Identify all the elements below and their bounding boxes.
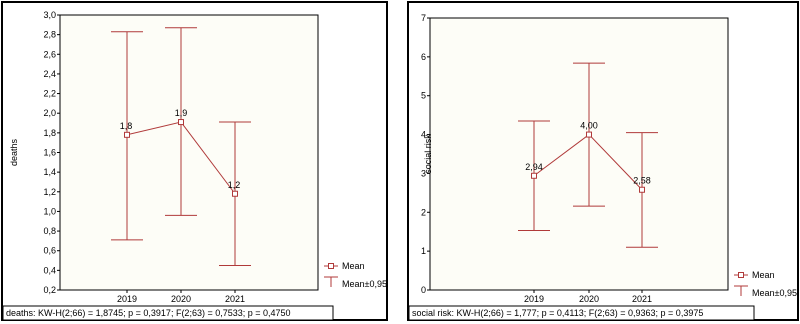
y-tick-label: 1,8 bbox=[43, 128, 56, 138]
chart-1: 0,2 0,4 0,6 0,8 1,0 1,2 1,4 1,6 1,8 2,0 2,2 2,4 2,6 2… bbox=[1, 1, 388, 321]
y-tick-label: 0,6 bbox=[43, 246, 56, 256]
stats-text: social risk: KW-H(2;66) = 1,777; p = 0,4… bbox=[412, 308, 703, 318]
legend-mean-marker bbox=[328, 263, 334, 269]
legend-ci-label: Mean±0,95 bbox=[342, 279, 387, 289]
y-tick-label: 2 bbox=[421, 207, 426, 217]
plot-area bbox=[429, 17, 729, 291]
x-tick-label: 2020 bbox=[579, 294, 599, 304]
x-tick-label: 2021 bbox=[632, 294, 652, 304]
plot-area bbox=[59, 14, 319, 291]
x-tick-label: 2019 bbox=[117, 294, 137, 304]
mean-marker bbox=[531, 172, 537, 179]
mean-marker bbox=[639, 186, 645, 193]
y-tick-label: 2,6 bbox=[43, 49, 56, 59]
y-tick-label: 0,8 bbox=[43, 226, 56, 236]
data-label: 2,94 bbox=[525, 162, 543, 172]
y-axis-label: deaths bbox=[9, 138, 19, 166]
y-tick-label: 5 bbox=[421, 91, 426, 101]
y-tick-label: 3 bbox=[421, 168, 426, 178]
data-label: 4,00 bbox=[580, 121, 598, 131]
y-tick-label: 2,8 bbox=[43, 30, 56, 40]
x-tick-label: 2020 bbox=[171, 294, 191, 304]
y-tick-label: 1 bbox=[421, 246, 426, 256]
y-axis-label: social risk bbox=[423, 134, 433, 174]
y-tick-label: 2,0 bbox=[43, 108, 56, 118]
data-label: 1,9 bbox=[175, 108, 188, 118]
y-tick-label: 2,4 bbox=[43, 69, 56, 79]
y-tick-label: 3,0 bbox=[43, 10, 56, 20]
data-label: 2,58 bbox=[633, 176, 651, 186]
y-tick-label: 2,2 bbox=[43, 89, 56, 99]
data-label: 1,2 bbox=[228, 180, 241, 190]
mean-marker bbox=[178, 119, 184, 126]
mean-marker bbox=[124, 131, 130, 138]
mean-marker bbox=[232, 190, 238, 197]
legend-mean-label: Mean bbox=[752, 270, 775, 280]
mean-marker bbox=[586, 131, 592, 138]
y-tick-label: 1,4 bbox=[43, 167, 56, 177]
legend-mean-marker bbox=[738, 272, 744, 278]
y-tick-label: 1,6 bbox=[43, 148, 56, 158]
stats-box bbox=[408, 305, 755, 321]
stats-box bbox=[2, 305, 334, 321]
stats-text: deaths: KW-H(2;66) = 1,8745; p = 0,3917;… bbox=[6, 308, 291, 318]
y-tick-label: 0 bbox=[421, 285, 426, 295]
chart-2: 0 1 2 3 4 5 6 7 social risk 2019 2020 2021 2,94 4,00 2… bbox=[407, 1, 799, 321]
y-tick-label: 1,2 bbox=[43, 187, 56, 197]
y-tick-label: 4 bbox=[421, 130, 426, 140]
data-label: 1,8 bbox=[120, 121, 133, 131]
y-tick-label: 6 bbox=[421, 52, 426, 62]
x-tick-label: 2021 bbox=[225, 294, 245, 304]
x-tick-label: 2019 bbox=[524, 294, 544, 304]
y-tick-label: 1,0 bbox=[43, 206, 56, 216]
y-tick-label: 7 bbox=[421, 13, 426, 23]
y-tick-label: 0,4 bbox=[43, 265, 56, 275]
legend-ci-label: Mean±0,95 bbox=[752, 288, 797, 298]
y-tick-label: 0,2 bbox=[43, 285, 56, 295]
legend-mean-label: Mean bbox=[342, 261, 365, 271]
